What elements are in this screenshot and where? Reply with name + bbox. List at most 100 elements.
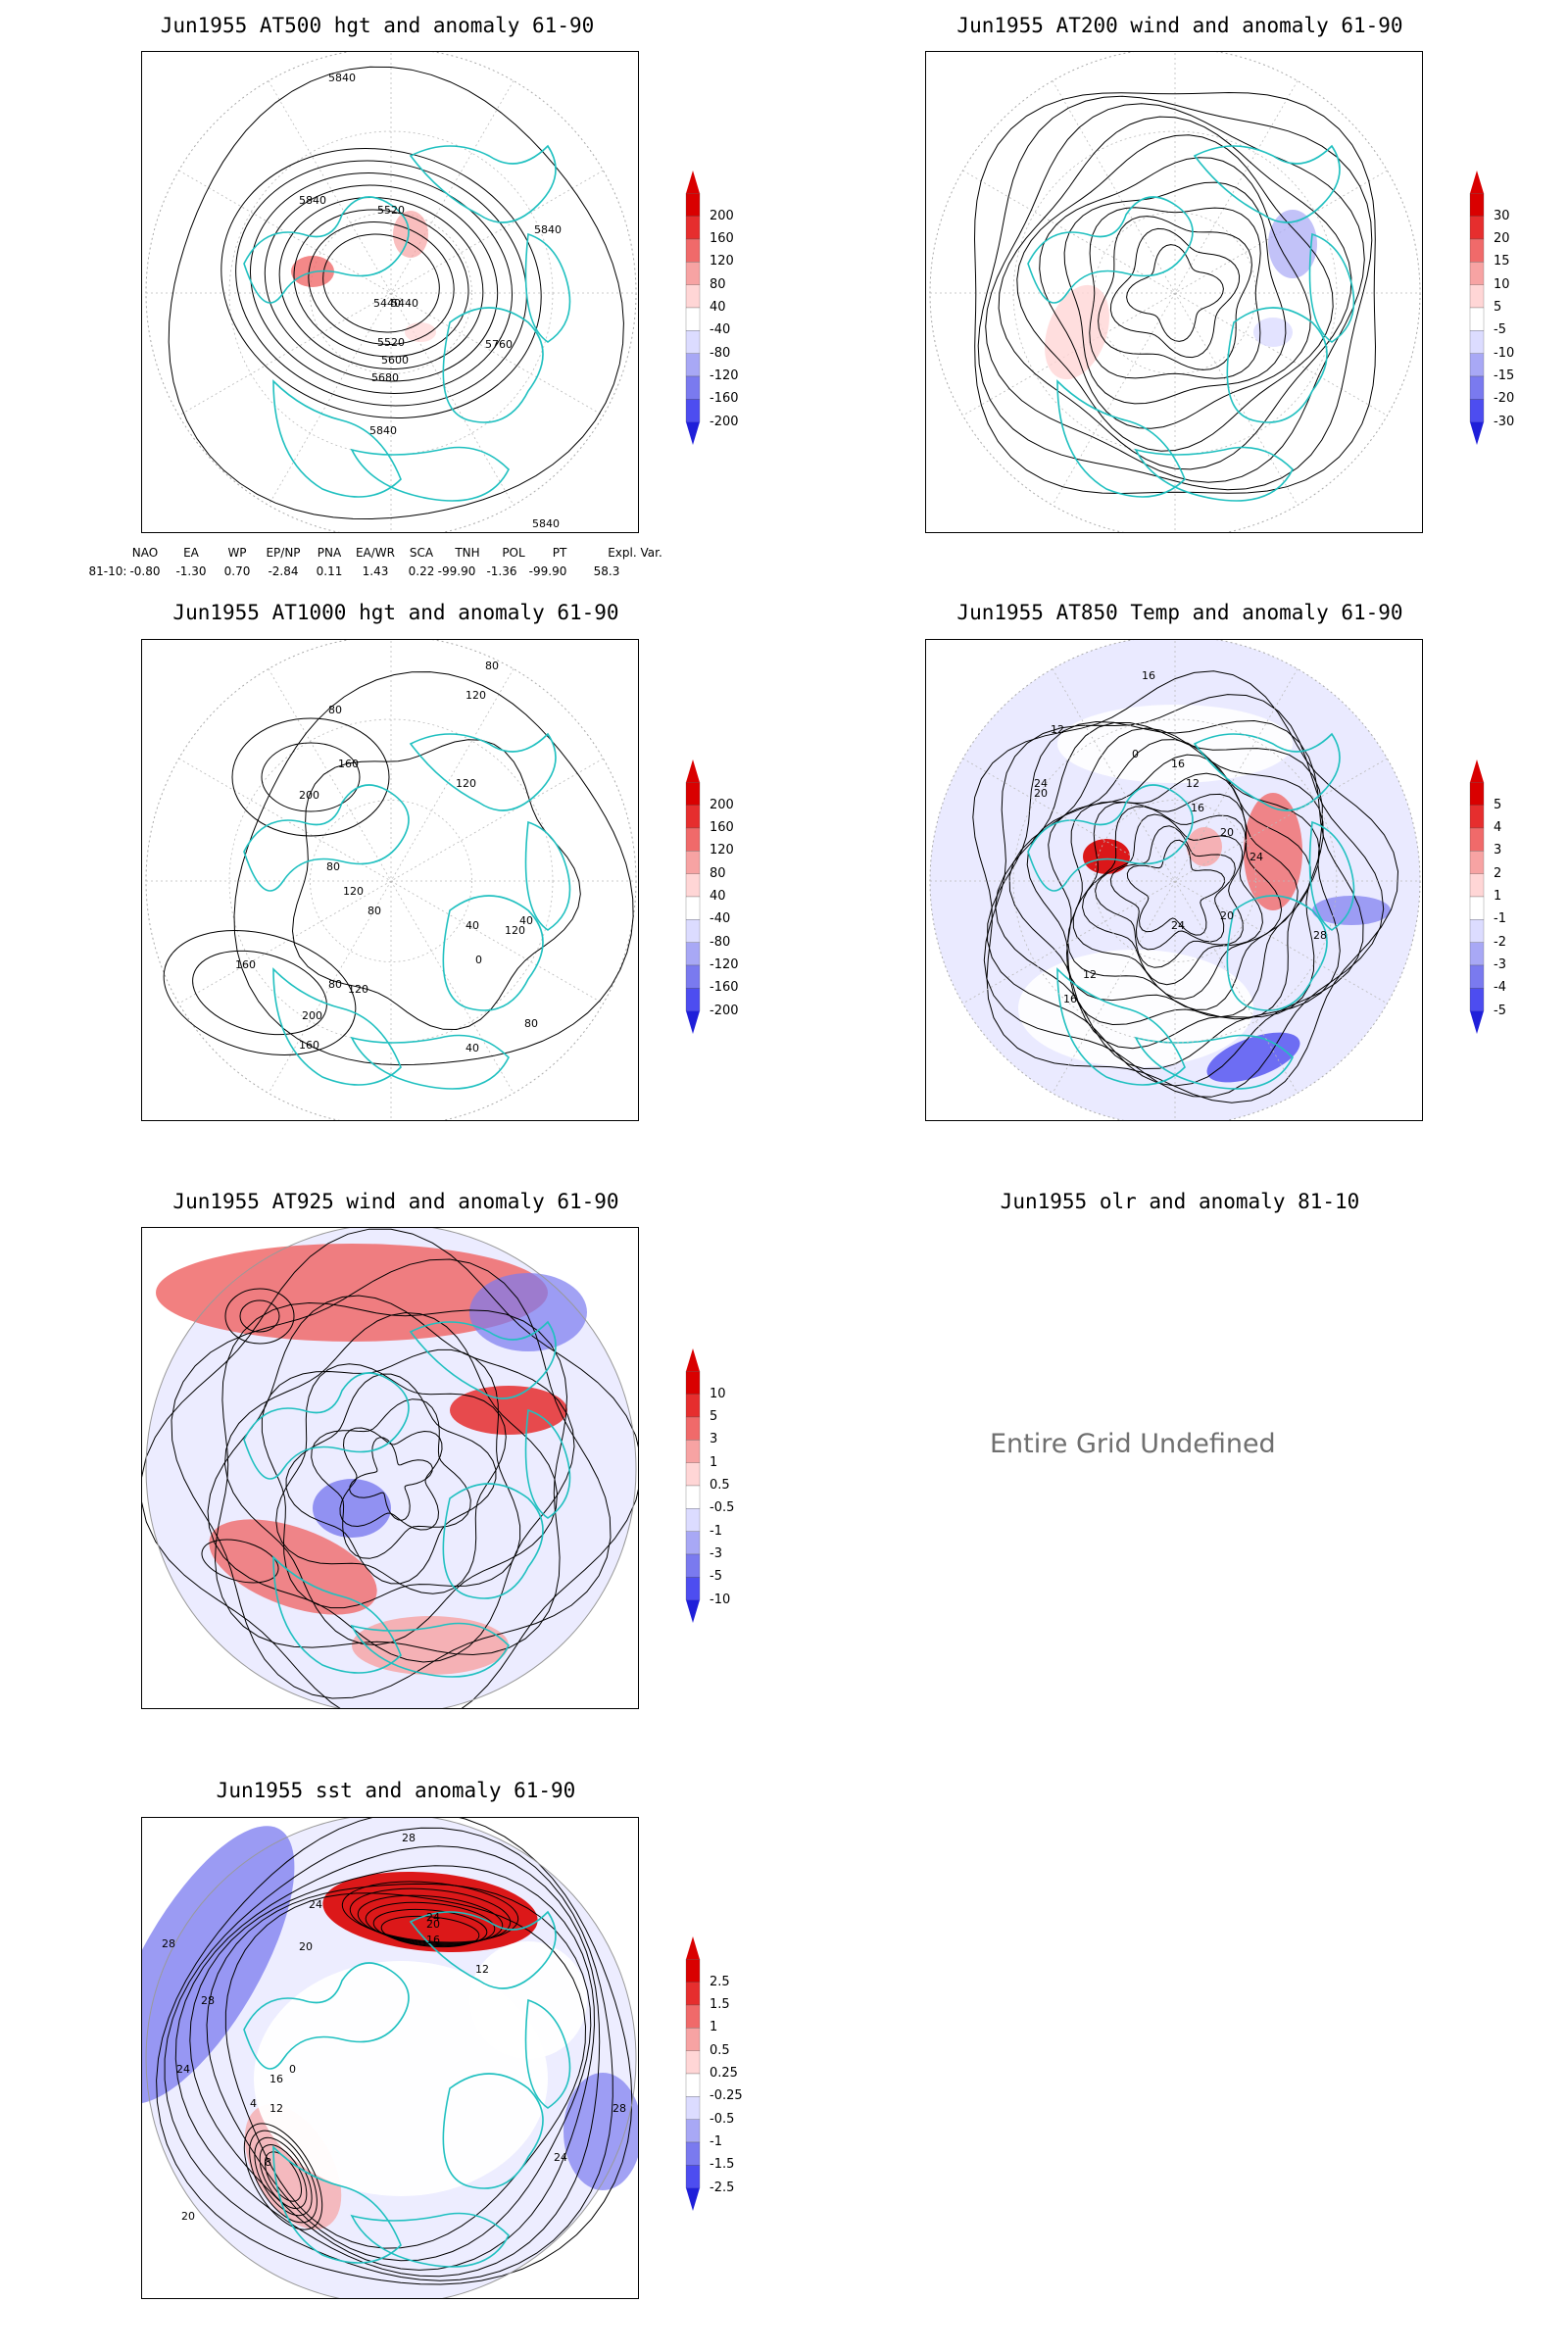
- contour-line: [201, 1539, 279, 1584]
- contour-label: 12: [1051, 723, 1064, 736]
- contour-line: [1109, 227, 1241, 359]
- contour-label: 20: [1220, 909, 1234, 922]
- meridian-line: [1052, 668, 1298, 1094]
- contour-label: 160: [235, 958, 256, 971]
- tele-header-cell: PNA: [317, 546, 342, 560]
- coastline-segment: [1027, 196, 1194, 304]
- colorbar-segment: [1469, 284, 1485, 309]
- colorbar-segment: [685, 330, 701, 354]
- contour-line: [998, 116, 1352, 470]
- colorbar-segment: [1469, 805, 1485, 829]
- tele-value-cell: -99.90: [528, 564, 567, 578]
- contour-line: [1048, 754, 1312, 1018]
- contour-label: 24: [1034, 777, 1048, 790]
- coastline-segment: [524, 1408, 571, 1519]
- colorbar-tick-label: 15: [1494, 254, 1510, 270]
- contour-line: [233, 671, 634, 1066]
- coastline-segment: [409, 1910, 557, 1989]
- colorbar-arrow-bottom: [1470, 1010, 1484, 1034]
- colorbar-tick-label: 2: [1494, 865, 1502, 881]
- tele-row-label: 81-10:: [88, 564, 127, 578]
- colorbar-segment: [685, 2028, 701, 2051]
- contour-line: [142, 1228, 638, 1708]
- coastline-segment: [350, 2212, 510, 2268]
- contour-label: 5440: [391, 297, 418, 310]
- contour-label: 20: [1034, 787, 1048, 800]
- contour-line: [322, 233, 440, 333]
- colorbar-arrow-top: [686, 171, 700, 194]
- contour-line: [243, 2123, 323, 2230]
- colorbar-segment: [1469, 919, 1485, 943]
- colorbar-tick-label: -1.5: [710, 2157, 735, 2173]
- anomaly-shading: [469, 1273, 587, 1351]
- contour-line: [1126, 244, 1224, 342]
- contour-line: [1072, 793, 1283, 1000]
- anomaly-shading: [156, 1244, 548, 1342]
- tele-value-cell: 0.22: [408, 564, 435, 578]
- coastline-segment: [243, 196, 410, 304]
- colorbar-segment: [685, 1553, 701, 1578]
- coastline-segment: [524, 820, 571, 931]
- meridian-line: [962, 758, 1388, 1004]
- colorbar-segment: [1469, 193, 1485, 217]
- tele-value-cell: -1.36: [486, 564, 517, 578]
- colorbar-tick-label: 1: [1494, 889, 1502, 904]
- coastline-segment: [1193, 144, 1341, 223]
- colorbar-tick-label: 4: [1494, 820, 1502, 835]
- contour-label: 120: [343, 885, 364, 898]
- meridian-line: [268, 668, 514, 1094]
- tele-header-cell: TNH: [455, 546, 480, 560]
- tele-header-cell: POL: [502, 546, 525, 560]
- colorbar-tick-label: 0.5: [710, 1478, 730, 1493]
- colorbar-tick-label: -15: [1494, 368, 1515, 383]
- tele-header-cell: EA: [183, 546, 199, 560]
- colorbar-tick-label: -3: [710, 1546, 722, 1561]
- tele-header-cell: EP/NP: [266, 546, 301, 560]
- coastlines: [243, 1320, 571, 1678]
- colorbar-tick-label: 120: [710, 254, 734, 270]
- latitude-circle: [1094, 800, 1256, 962]
- colorbar-tick-label: 5: [1494, 797, 1502, 812]
- colorbar-segment: [1469, 896, 1485, 920]
- colorbar: 200 160 120 80 40 -40 -80 -120 -160 -200: [685, 760, 764, 1034]
- colorbar-segment: [1469, 375, 1485, 400]
- colorbar-tick-label: -200: [710, 414, 739, 429]
- colorbar-segment: [1469, 964, 1485, 989]
- contour-label: 160: [338, 758, 359, 770]
- coastline-segment: [272, 1555, 402, 1674]
- contour-label: 24: [1250, 851, 1263, 863]
- contour-label: 24: [426, 1911, 440, 1924]
- contour-line: [365, 1901, 496, 1946]
- colorbar-segment: [1469, 307, 1485, 331]
- contour-label: 12: [270, 2102, 283, 2115]
- contour-label: 5440: [373, 297, 401, 310]
- polar-map: 16 12 24 20 0 16 12 20 24 28 16 12 16 24 20: [925, 639, 1423, 1121]
- colorbar-tick-label: -1: [710, 2134, 722, 2149]
- contour-line: [987, 719, 1364, 1087]
- colorbar-tick-label: 10: [710, 1386, 726, 1401]
- contour-label: 5600: [381, 354, 409, 367]
- meridian-line: [268, 80, 514, 506]
- contour-label: 5760: [485, 338, 513, 351]
- latitude-circle: [145, 1228, 637, 1708]
- contour-line: [174, 1845, 601, 2278]
- colorbar-segment: [1469, 873, 1485, 898]
- colorbar-tick-label: -0.5: [710, 1500, 735, 1516]
- colorbar: 200 160 120 80 40 -40 -80 -120 -160 -200: [685, 171, 764, 445]
- colorbar-segment: [1469, 216, 1485, 240]
- contour-line: [1109, 825, 1236, 951]
- colorbar-svg: [685, 760, 701, 1034]
- colorbar-tick-label: 10: [1494, 276, 1510, 292]
- contour-label: 28: [162, 1937, 175, 1950]
- contour-line: [214, 1301, 568, 1656]
- colorbar-segment: [685, 851, 701, 874]
- contour-line: [239, 1299, 280, 1333]
- contour-line: [1095, 813, 1244, 968]
- anomaly-shading: [1018, 950, 1253, 1067]
- contour-label: 5680: [371, 371, 399, 384]
- coastline-segment: [1226, 895, 1328, 1011]
- anomaly-shading: [393, 211, 428, 258]
- contour-line: [1089, 207, 1261, 379]
- coastline-segment: [272, 379, 402, 498]
- colorbar-tick-label: -3: [1494, 957, 1506, 972]
